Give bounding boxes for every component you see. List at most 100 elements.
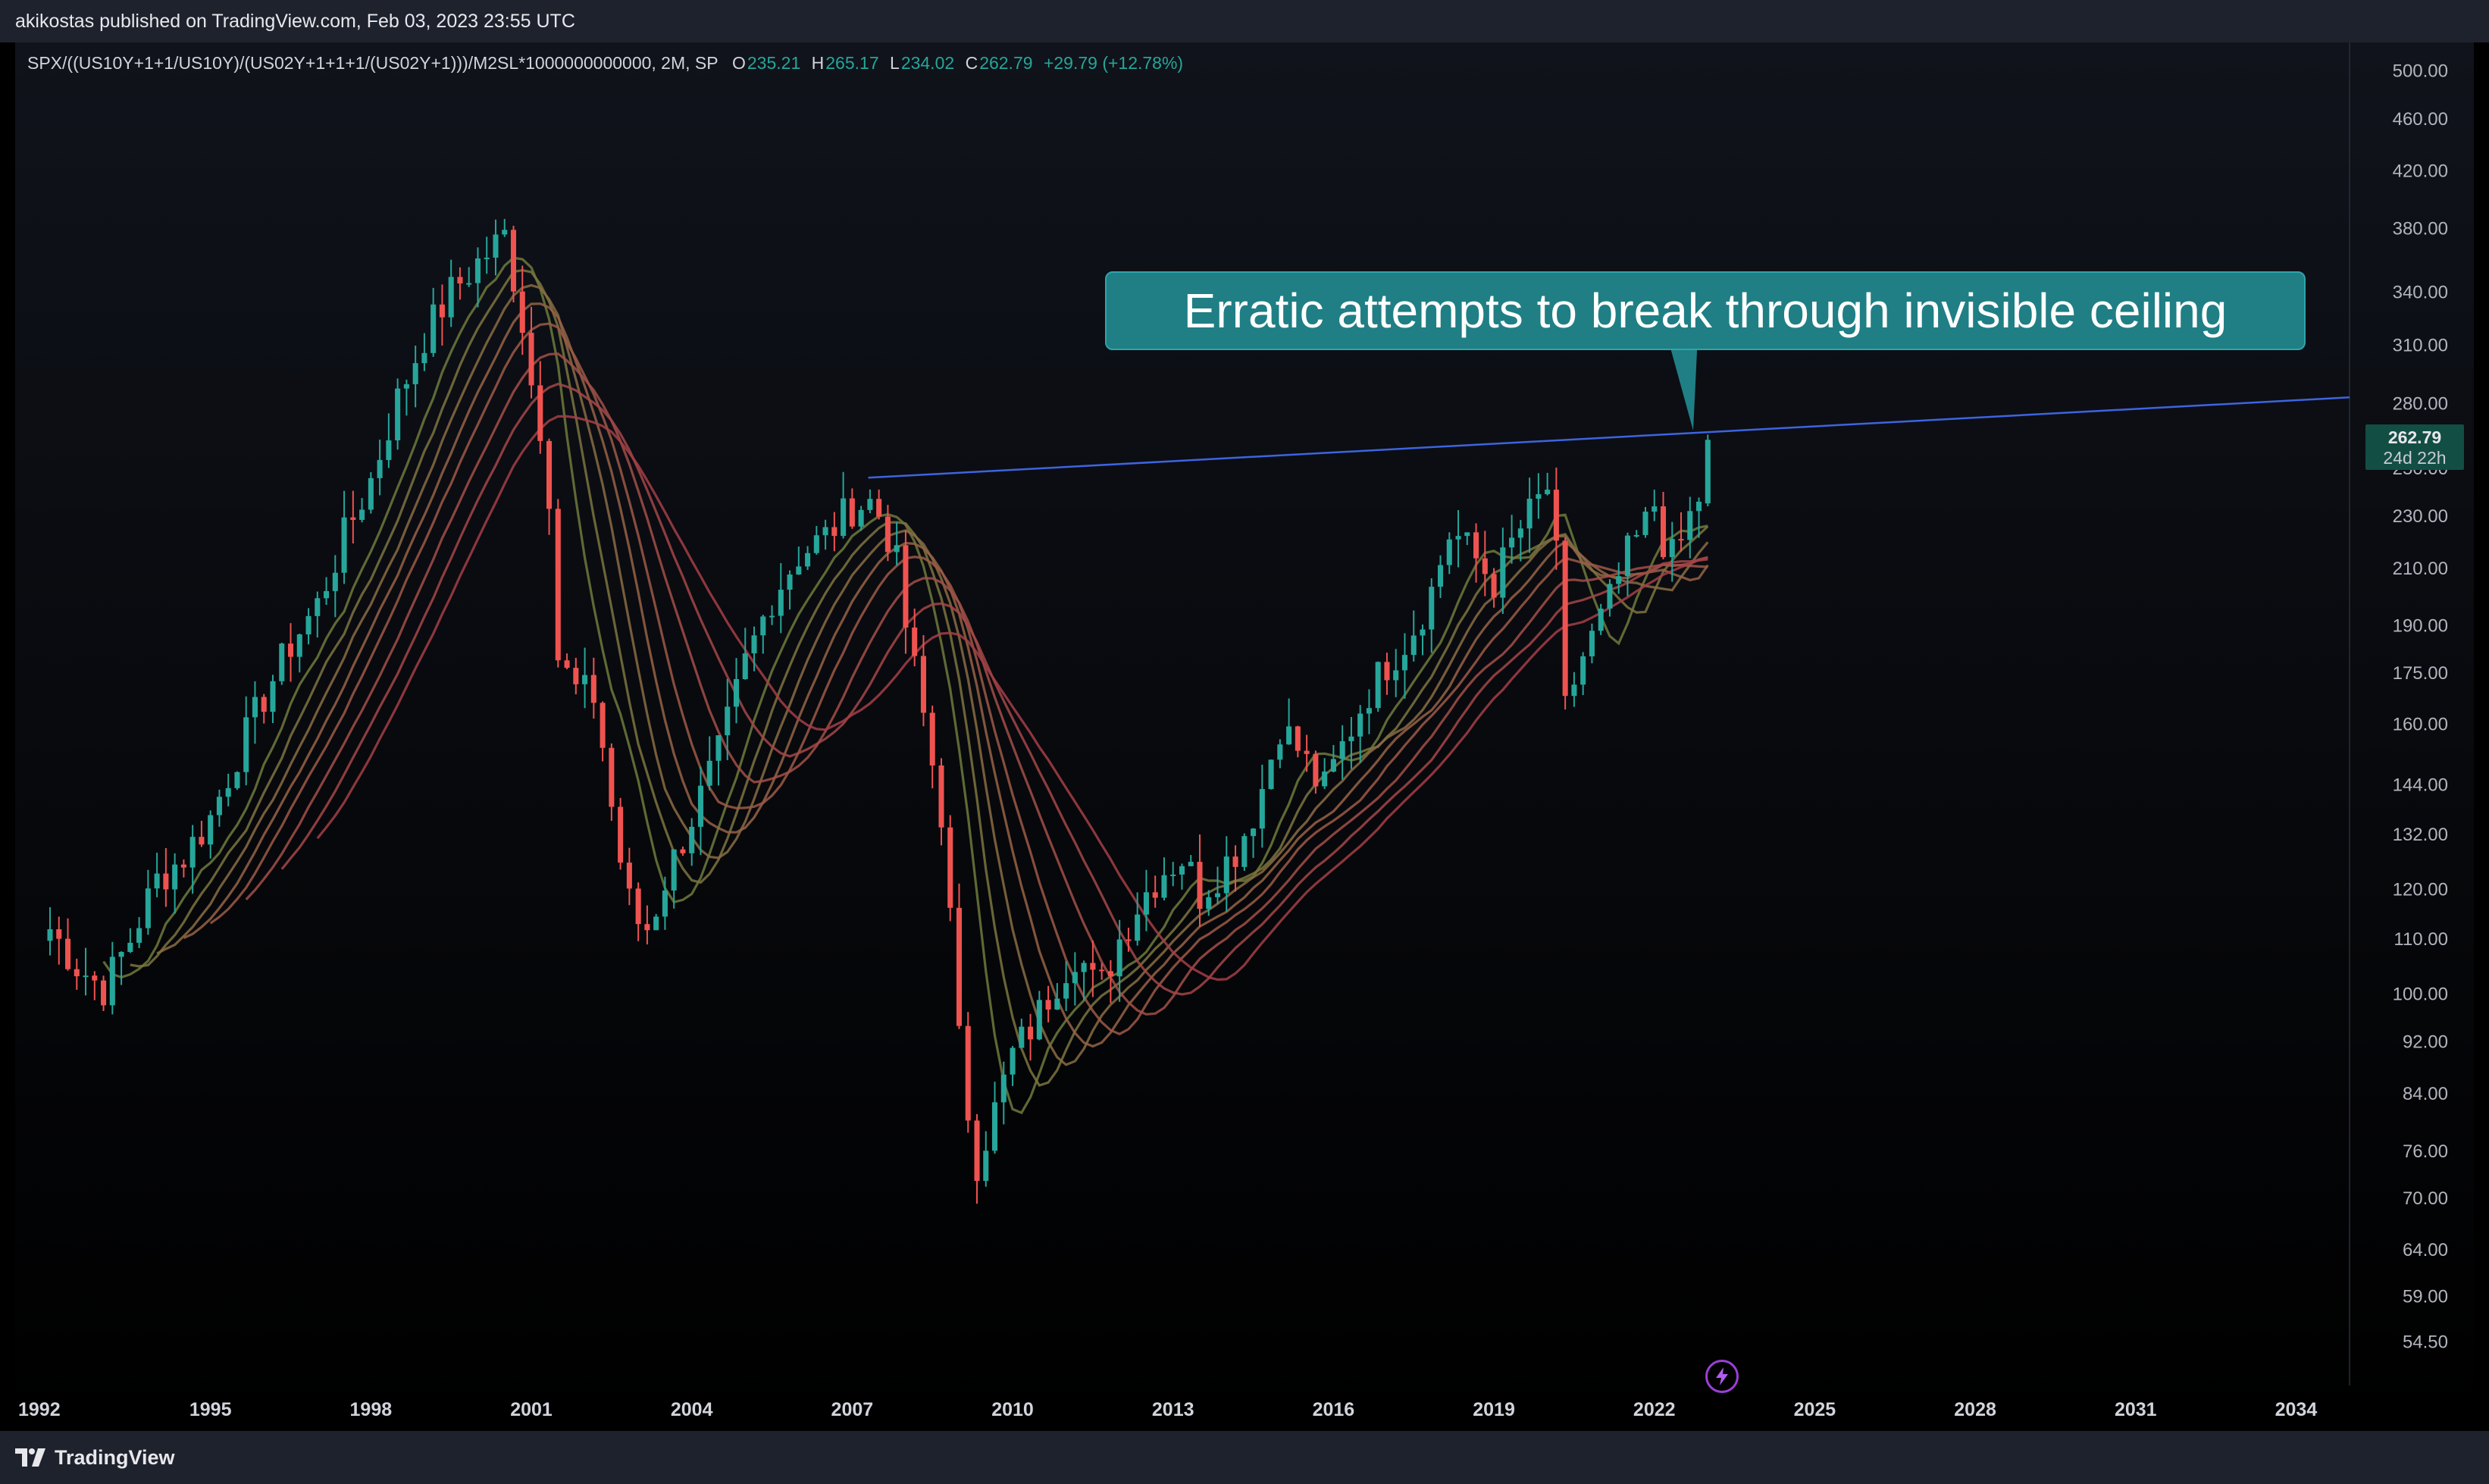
candle-body (546, 440, 553, 509)
candle-body (315, 598, 321, 616)
annotation-callout[interactable]: Erratic attempts to break through invisi… (1105, 271, 2306, 350)
price-tick-label: 132.00 (2393, 825, 2448, 845)
candle-body (680, 849, 686, 853)
candle-body (841, 498, 847, 537)
candle-body (609, 747, 615, 807)
symbol-legend: SPX/((US10Y+1+1/US10Y)/(US02Y+1+1+1/(US0… (27, 53, 1183, 74)
candle-body (662, 890, 668, 917)
candle-body (234, 772, 240, 788)
brand-name: TradingView (55, 1445, 175, 1469)
candle-body (1090, 963, 1096, 970)
candle-body (1482, 558, 1488, 575)
price-chart[interactable]: 500.00 460.00 420.00 380.00 340.00 310.00 280.… (15, 42, 2474, 1431)
candle-body (430, 304, 437, 353)
last-price-value: 262.79 (2387, 427, 2442, 447)
candle-body (1313, 753, 1319, 787)
candle-body (1473, 532, 1479, 559)
price-tick-label: 460.00 (2393, 109, 2448, 130)
price-tick-label: 230.00 (2393, 506, 2448, 527)
candle-body (537, 385, 543, 441)
time-axis[interactable]: 1992 1995 1998 2001 2004 2007 2010 2013 2016 2019… (18, 1399, 2317, 1420)
candle-body (74, 969, 80, 977)
chart-area[interactable]: 500.00 460.00 420.00 380.00 340.00 310.00 280.… (15, 42, 2474, 1431)
candle-body (412, 363, 418, 384)
ceiling-trendline[interactable] (868, 396, 2350, 479)
candle-body (1152, 892, 1158, 898)
candle-body (1687, 511, 1693, 540)
candle-body (1339, 740, 1345, 759)
ribbon-ma-line (316, 415, 1708, 982)
candle-body (1401, 655, 1408, 671)
candle-body (519, 291, 525, 333)
candle-body (528, 333, 534, 386)
candle-body (1348, 736, 1354, 741)
time-tick-label: 2016 (1313, 1399, 1355, 1420)
candle-body (163, 873, 169, 890)
open-label: O (732, 53, 746, 73)
candle-body (332, 572, 338, 591)
candle-body (1526, 499, 1533, 529)
candle-body (1429, 587, 1435, 630)
candle-body (1357, 713, 1363, 737)
time-tick-label: 2031 (2115, 1399, 2157, 1420)
candle-body (1669, 539, 1675, 558)
close-value: 262.79 (979, 53, 1033, 73)
candle-body (1304, 750, 1310, 754)
price-tick-label: 64.00 (2403, 1240, 2448, 1260)
candle-body (920, 656, 926, 713)
candle-body (1366, 708, 1372, 714)
published-by-text: akikostas published on TradingView.com, … (15, 11, 575, 32)
candle-body (858, 509, 864, 527)
time-tick-label: 2019 (1473, 1399, 1515, 1420)
price-tick-label: 160.00 (2393, 715, 2448, 735)
candle-body (1072, 972, 1078, 984)
lightning-icon[interactable] (1705, 1360, 1739, 1393)
annotation-text: Erratic attempts to break through invisi… (1183, 283, 2228, 338)
candle-body (1099, 969, 1105, 972)
candle-body (733, 679, 740, 707)
candle-body (1464, 532, 1470, 537)
candle-body (1214, 893, 1221, 897)
candle-body (1384, 662, 1390, 681)
price-tick-label: 500.00 (2393, 61, 2448, 82)
candle-body (1286, 726, 1292, 745)
candle-body (172, 864, 178, 890)
candle-body (974, 1120, 980, 1182)
price-tick-label: 210.00 (2393, 559, 2448, 579)
candle-body (1135, 914, 1141, 941)
candle-body (1455, 536, 1461, 540)
candle-body (109, 956, 115, 1006)
candle-body (1028, 1026, 1034, 1040)
brand[interactable]: TradingView (15, 1443, 175, 1472)
candle-body (136, 928, 142, 943)
moving-average-ribbon (102, 256, 1709, 1115)
candle-body (706, 760, 712, 786)
candle-body (1161, 875, 1167, 898)
candle-body (751, 635, 757, 654)
candle-body (715, 735, 722, 761)
time-tick-label: 2013 (1152, 1399, 1194, 1420)
candle-body (573, 668, 579, 684)
candle-body (359, 509, 365, 520)
price-tick-label: 110.00 (2394, 929, 2448, 950)
candle-body (386, 440, 392, 460)
candle-body (983, 1151, 989, 1182)
candle-body (965, 1025, 971, 1121)
candle-body (1277, 744, 1283, 760)
candle-body (796, 566, 802, 575)
candle-body (644, 924, 650, 931)
candle-body (1678, 539, 1684, 541)
price-tick-label: 310.00 (2393, 335, 2448, 355)
candle-body (1589, 631, 1595, 656)
time-tick-label: 1995 (189, 1399, 232, 1420)
candle-body (270, 681, 276, 712)
open-value: 235.21 (747, 53, 801, 73)
symbol-formula[interactable]: SPX/((US10Y+1+1/US10Y)/(US02Y+1+1+1/(US0… (27, 53, 719, 73)
candle-body (1562, 540, 1568, 697)
candle-body (1491, 574, 1497, 598)
candle-body (208, 815, 214, 845)
candle-body (1268, 759, 1274, 790)
candle-body (1545, 490, 1551, 495)
candle-body (831, 527, 837, 537)
candle-body (760, 616, 766, 636)
